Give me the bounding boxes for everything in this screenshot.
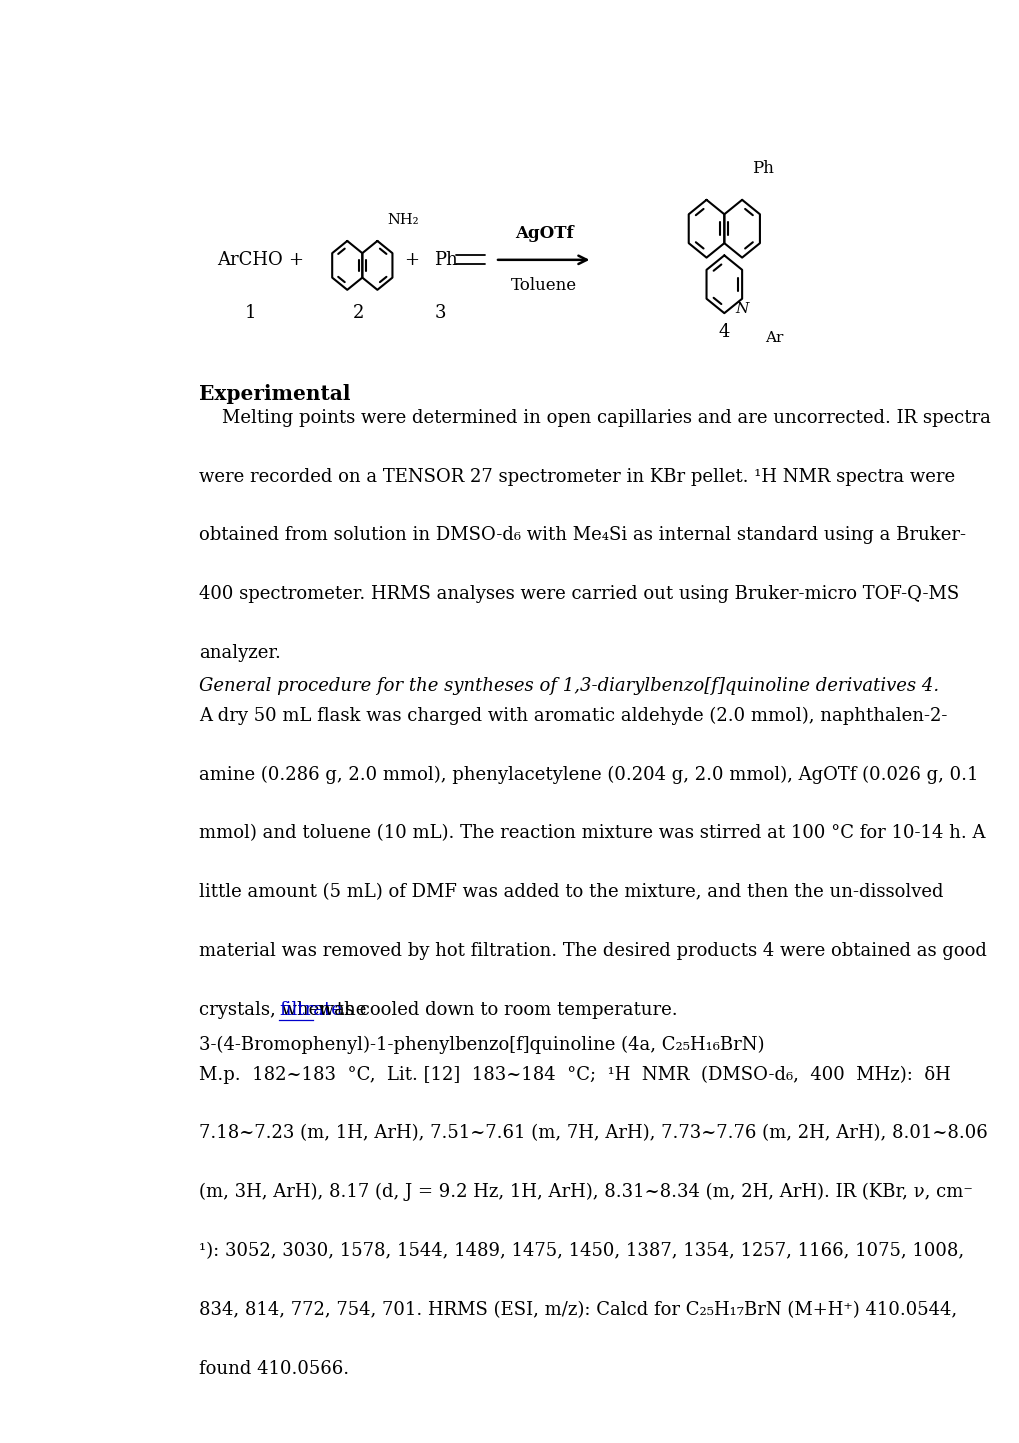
Text: A dry 50 mL flask was charged with aromatic aldehyde (2.0 mmol), naphthalen-2-: A dry 50 mL flask was charged with aroma…: [199, 707, 946, 724]
Text: crystals, when the: crystals, when the: [199, 1001, 371, 1019]
Text: ArCHO: ArCHO: [217, 251, 282, 268]
Text: amine (0.286 g, 2.0 mmol), phenylacetylene (0.204 g, 2.0 mmol), AgOTf (0.026 g, : amine (0.286 g, 2.0 mmol), phenylacetyle…: [199, 765, 977, 784]
Text: material was removed by hot filtration. The desired products 4 were obtained as : material was removed by hot filtration. …: [199, 942, 985, 960]
Text: 834, 814, 772, 754, 701. HRMS (ESI, m/z): Calcd for C₂₅H₁₇BrN (M+H⁺) 410.0544,: 834, 814, 772, 754, 701. HRMS (ESI, m/z)…: [199, 1302, 956, 1319]
Text: +: +: [288, 251, 303, 268]
Text: 7.18~7.23 (m, 1H, ArH), 7.51~7.61 (m, 7H, ArH), 7.73~7.76 (m, 2H, ArH), 8.01~8.0: 7.18~7.23 (m, 1H, ArH), 7.51~7.61 (m, 7H…: [199, 1124, 986, 1143]
Text: ¹): 3052, 3030, 1578, 1544, 1489, 1475, 1450, 1387, 1354, 1257, 1166, 1075, 1008: ¹): 3052, 3030, 1578, 1544, 1489, 1475, …: [199, 1242, 963, 1260]
Text: Ph: Ph: [752, 160, 773, 176]
Text: 3-(4-Bromophenyl)-1-phenylbenzo[f]quinoline (4a, C₂₅H₁₆BrN): 3-(4-Bromophenyl)-1-phenylbenzo[f]quinol…: [199, 1036, 763, 1055]
Text: (m, 3H, ArH), 8.17 (d, J = 9.2 Hz, 1H, ArH), 8.31~8.34 (m, 2H, ArH). IR (KBr, ν,: (m, 3H, ArH), 8.17 (d, J = 9.2 Hz, 1H, A…: [199, 1183, 971, 1202]
Text: 2: 2: [353, 304, 364, 322]
Text: Melting points were determined in open capillaries and are uncorrected. IR spect: Melting points were determined in open c…: [199, 408, 989, 427]
Text: M.p.  182~183  °C,  Lit. [12]  183~184  °C;  ¹H  NMR  (DMSO-d₆,  400  MHz):  δH: M.p. 182~183 °C, Lit. [12] 183~184 °C; ¹…: [199, 1065, 950, 1084]
Text: 1: 1: [244, 304, 256, 322]
Text: 4: 4: [718, 323, 730, 341]
Text: +: +: [405, 251, 419, 268]
Text: were recorded on a TENSOR 27 spectrometer in KBr pellet. ¹H NMR spectra were: were recorded on a TENSOR 27 spectromete…: [199, 468, 954, 486]
Text: NH₂: NH₂: [386, 214, 418, 227]
Text: was cooled down to room temperature.: was cooled down to room temperature.: [313, 1001, 677, 1019]
Text: AgOTf: AgOTf: [515, 225, 573, 241]
Text: Ar: Ar: [764, 330, 783, 345]
Text: General procedure for the syntheses of 1,3-diarylbenzo[f]quinoline derivatives 4: General procedure for the syntheses of 1…: [199, 677, 937, 696]
Text: 400 spectrometer. HRMS analyses were carried out using Bruker-micro TOF-Q-MS: 400 spectrometer. HRMS analyses were car…: [199, 586, 958, 603]
Text: found 410.0566.: found 410.0566.: [199, 1359, 348, 1378]
Text: Toluene: Toluene: [511, 277, 577, 294]
Text: Experimental: Experimental: [199, 384, 350, 404]
Text: analyzer.: analyzer.: [199, 644, 280, 662]
Text: obtained from solution in DMSO-d₆ with Me₄Si as internal standard using a Bruker: obtained from solution in DMSO-d₆ with M…: [199, 527, 965, 544]
Text: mmol) and toluene (10 mL). The reaction mixture was stirred at 100 °C for 10-14 : mmol) and toluene (10 mL). The reaction …: [199, 824, 984, 843]
Text: N: N: [735, 302, 748, 316]
Text: little amount (5 mL) of DMF was added to the mixture, and then the un-dissolved: little amount (5 mL) of DMF was added to…: [199, 883, 943, 902]
Text: 3: 3: [434, 304, 445, 322]
Text: Ph: Ph: [434, 251, 458, 268]
Text: filtrate: filtrate: [279, 1001, 341, 1019]
